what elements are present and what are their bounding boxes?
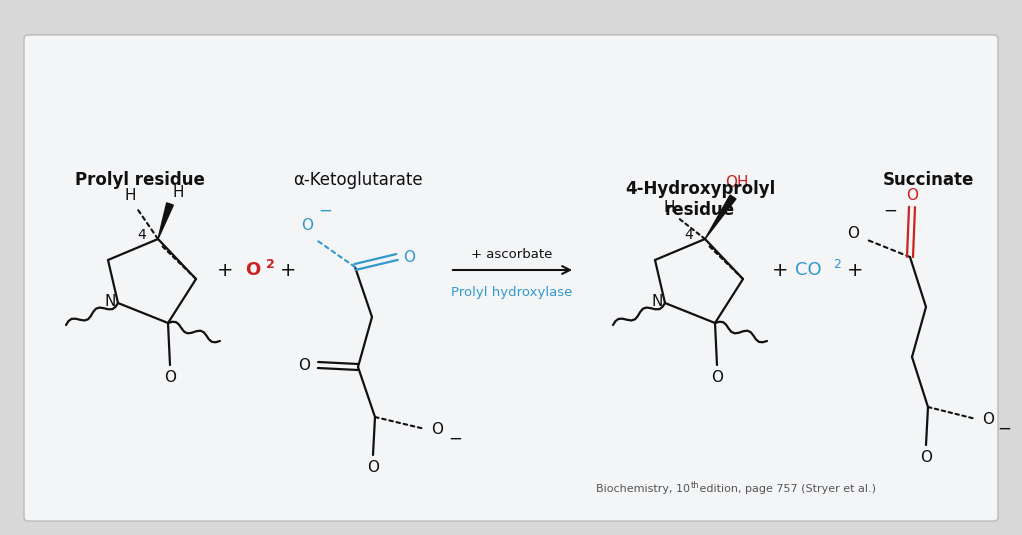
Text: Prolyl residue: Prolyl residue	[75, 171, 205, 189]
Text: −: −	[448, 430, 462, 448]
Text: −: −	[997, 420, 1011, 438]
Text: −: −	[883, 202, 897, 220]
FancyBboxPatch shape	[24, 35, 998, 521]
Text: +: +	[847, 261, 864, 279]
Text: edition, page 757 (Stryer et al.): edition, page 757 (Stryer et al.)	[696, 484, 876, 494]
Text: 4-Hydroxyprolyl
residue: 4-Hydroxyprolyl residue	[624, 180, 775, 219]
Text: O: O	[847, 225, 860, 241]
Text: OH: OH	[726, 174, 749, 189]
Polygon shape	[158, 203, 174, 239]
Text: O: O	[982, 411, 994, 426]
Text: O: O	[164, 370, 176, 385]
Text: Succinate: Succinate	[882, 171, 974, 189]
Text: O: O	[905, 187, 918, 203]
Text: O: O	[431, 422, 443, 437]
Text: N: N	[651, 294, 662, 309]
Text: th: th	[691, 482, 700, 491]
Text: O: O	[920, 449, 932, 464]
Polygon shape	[705, 195, 736, 239]
Text: O: O	[298, 357, 310, 372]
Text: O: O	[301, 218, 313, 233]
Text: Biochemistry, 10: Biochemistry, 10	[596, 484, 690, 494]
Text: +: +	[280, 261, 296, 279]
Text: α-Ketoglutarate: α-Ketoglutarate	[293, 171, 423, 189]
Text: Prolyl hydroxylase: Prolyl hydroxylase	[452, 286, 572, 299]
Text: H: H	[663, 200, 675, 215]
Text: 2: 2	[266, 257, 275, 271]
Text: N: N	[104, 294, 115, 309]
Text: 2: 2	[833, 257, 841, 271]
Text: O: O	[245, 261, 261, 279]
Text: + ascorbate: + ascorbate	[471, 248, 553, 261]
Text: H: H	[125, 187, 136, 203]
Text: O: O	[367, 460, 379, 475]
Text: O: O	[711, 370, 723, 385]
Text: H: H	[173, 185, 184, 200]
Text: +: +	[217, 261, 233, 279]
Text: 4: 4	[685, 228, 693, 242]
Text: −: −	[318, 202, 332, 220]
Text: O: O	[403, 249, 415, 264]
Text: CO: CO	[795, 261, 822, 279]
Text: +: +	[772, 261, 788, 279]
Text: 4: 4	[138, 228, 146, 242]
